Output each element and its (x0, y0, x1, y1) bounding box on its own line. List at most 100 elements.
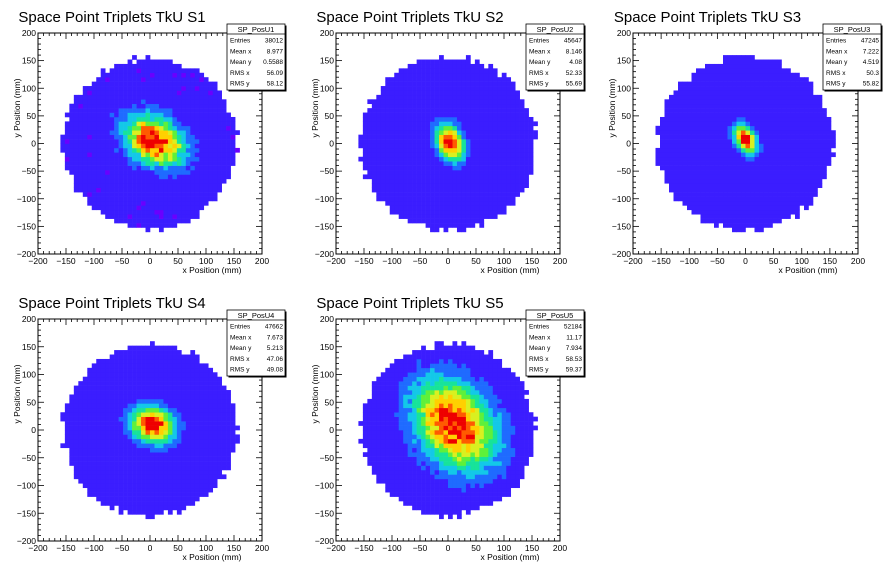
heatmap-bin (158, 170, 164, 175)
heatmap-bin (727, 68, 733, 74)
heatmap-bin (127, 209, 133, 215)
heatmap-bin (190, 192, 196, 197)
heatmap-bin (123, 156, 128, 162)
heatmap-bin (492, 86, 498, 91)
heatmap-bin (100, 416, 106, 422)
heatmap-bin (465, 192, 471, 197)
heatmap-bin (127, 358, 133, 364)
heatmap-bin (69, 139, 75, 144)
heatmap-bin (82, 99, 88, 105)
heatmap-bin (754, 63, 760, 69)
y-tick-label: 150 (320, 56, 334, 66)
heatmap-bin (376, 196, 382, 202)
y-tick-label: −50 (320, 166, 335, 176)
x-axis-label: x Position (mm) (182, 265, 241, 275)
heatmap-bin (212, 152, 218, 158)
heatmap-bin (91, 403, 97, 409)
heatmap-bin (714, 125, 719, 131)
heatmap-bin (448, 125, 453, 131)
heatmap-bin (181, 81, 187, 87)
heatmap-bin (87, 469, 93, 475)
heatmap-bin (528, 121, 534, 127)
heatmap-bin (82, 376, 88, 382)
heatmap-bin (185, 196, 191, 202)
heatmap-bin (497, 116, 503, 122)
heatmap-bin (385, 103, 391, 109)
heatmap-bin (808, 143, 814, 149)
heatmap-bin (470, 209, 476, 215)
heatmap-bin (105, 363, 110, 369)
heatmap-bin (777, 121, 782, 127)
heatmap-bin (696, 143, 701, 149)
heatmap-bin (123, 130, 128, 135)
heatmap-bin (412, 178, 417, 184)
heatmap-bin (714, 192, 719, 197)
heatmap-bin (687, 183, 692, 188)
heatmap-bin (723, 134, 728, 140)
heatmap-bin (497, 205, 503, 211)
heatmap-bin (754, 86, 760, 91)
heatmap-bin (123, 465, 128, 471)
heatmap-bin (808, 200, 814, 206)
heatmap-bin (714, 72, 719, 78)
heatmap-bin (158, 452, 164, 457)
heatmap-bin (492, 214, 498, 219)
heatmap-bin (709, 183, 715, 188)
heatmap-bin (754, 152, 760, 158)
heatmap-bin (154, 443, 160, 449)
heatmap-bin (118, 509, 124, 515)
heatmap-bin (488, 192, 494, 197)
heatmap-bin (750, 147, 755, 153)
heatmap-bin (488, 156, 494, 162)
heatmap-bin (371, 156, 377, 162)
heatmap-bin (772, 94, 778, 100)
heatmap-bin (127, 174, 133, 180)
heatmap-bin (474, 205, 480, 211)
heatmap-bin (759, 59, 764, 65)
heatmap-bin (691, 139, 697, 144)
heatmap-bin (488, 134, 494, 140)
heatmap-bin (87, 94, 93, 100)
heatmap-bin (421, 108, 426, 113)
heatmap-bin (109, 367, 115, 373)
heatmap-bin (448, 134, 453, 140)
heatmap-bin (696, 125, 701, 131)
heatmap-bin (132, 223, 137, 228)
heatmap-bin (497, 209, 503, 215)
heatmap-bin (412, 72, 417, 78)
heatmap-bin (181, 125, 187, 131)
heatmap-bin (123, 103, 128, 109)
heatmap-bin (358, 156, 364, 162)
heatmap-bin (727, 108, 733, 113)
heatmap-bin (150, 514, 155, 520)
heatmap-bin (412, 94, 417, 100)
heatmap-bin (470, 187, 476, 193)
heatmap-bin (777, 103, 782, 109)
heatmap-bin (673, 178, 679, 184)
heatmap-bin (412, 161, 417, 166)
heatmap-bin (421, 183, 426, 188)
heatmap-bin (723, 200, 728, 206)
heatmap-bin (781, 99, 787, 105)
heatmap-bin (109, 469, 115, 475)
heatmap-bin (154, 398, 160, 404)
heatmap-bin (492, 161, 498, 166)
heatmap-bin (73, 161, 79, 166)
heatmap-bin (705, 86, 710, 91)
heatmap-bin (105, 121, 110, 127)
y-tick-label: 0 (31, 139, 36, 149)
heatmap-bin (127, 103, 133, 109)
heatmap-bin (389, 200, 395, 206)
heatmap-bin (385, 77, 391, 82)
heatmap-bin (150, 443, 155, 449)
heatmap-bin (127, 218, 133, 224)
heatmap-bin (461, 63, 467, 69)
heatmap-bin (492, 90, 498, 96)
heatmap-bin (172, 218, 178, 224)
stats-value: 52.33 (566, 70, 583, 77)
heatmap-bin (208, 143, 214, 149)
heatmap-bin (367, 143, 373, 149)
heatmap-bin (799, 143, 805, 149)
heatmap-bin (176, 116, 182, 122)
heatmap-bin (226, 112, 231, 118)
